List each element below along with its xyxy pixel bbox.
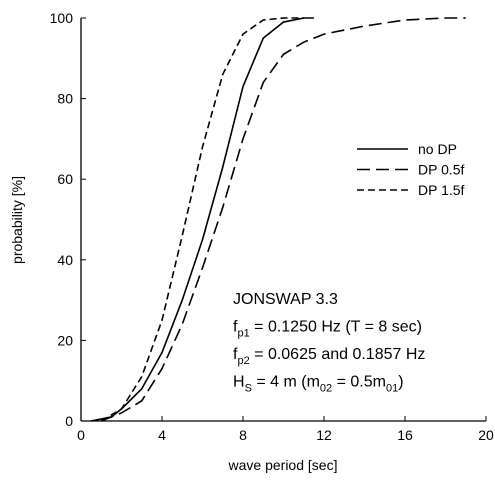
annotation: JONSWAP 3.3 [233,291,338,308]
y-axis-label: probability [%] [9,176,25,264]
annotation: fp1 = 0.1250 Hz (T = 8 sec) [233,319,422,340]
annotation-text: f [233,346,238,363]
annotation-text: = 0.1250 Hz (T = 8 sec) [250,319,422,336]
x-tick-label: 16 [397,427,413,443]
y-tick-label: 80 [57,91,73,107]
annotation: fp2 = 0.0625 and 0.1857 Hz [233,346,425,367]
annotation-text: f [233,319,238,336]
annotation-subscript: 02 [320,383,332,395]
legend-label: DP 0.5f [418,162,465,178]
annotation-subscript: S [245,383,252,395]
x-tick-label: 8 [239,427,247,443]
y-tick-label: 100 [50,10,74,26]
x-tick-label: 12 [316,427,332,443]
y-tick-label: 20 [57,332,73,348]
annotation-text: ) [398,374,403,391]
x-tick-label: 0 [77,427,85,443]
annotation-subscript: 01 [386,383,398,395]
legend-label: no DP [418,141,457,157]
annotation-subscript: p2 [237,355,249,367]
annotation-text: = 4 m (m [252,374,320,391]
annotation-text: JONSWAP 3.3 [233,291,338,308]
annotation-text: H [233,374,245,391]
x-tick-label: 4 [158,427,166,443]
y-tick-label: 40 [57,252,73,268]
x-tick-label: 20 [478,427,494,443]
annotation-subscript: p1 [237,328,249,340]
x-axis-label: wave period [sec] [228,457,338,473]
y-tick-label: 0 [65,413,73,429]
y-tick-label: 60 [57,171,73,187]
annotation: HS = 4 m (m02 = 0.5m01) [233,374,404,395]
series-line [100,17,466,422]
series-line [100,17,304,422]
annotation-text: = 0.5m [332,374,386,391]
annotation-text: = 0.0625 and 0.1857 Hz [250,346,426,363]
legend-label: DP 1.5f [418,182,465,198]
